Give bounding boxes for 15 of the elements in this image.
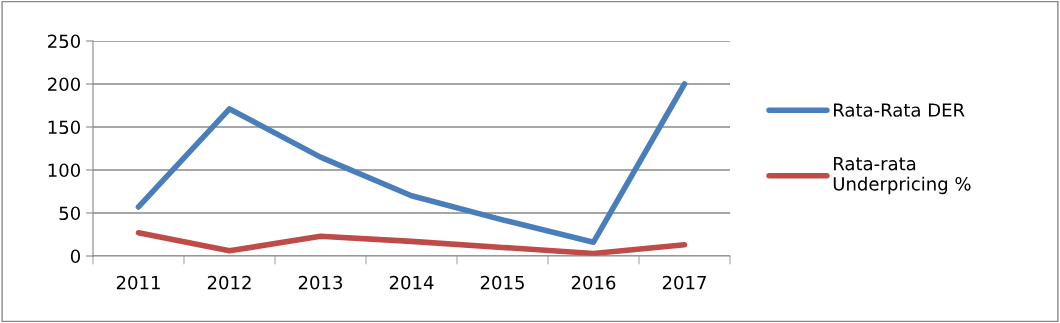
y-tick-label: 50	[59, 206, 80, 221]
y-tick-label: 100	[48, 163, 80, 178]
x-tick-label: 2016	[571, 275, 616, 290]
legend-label: Rata-rata Underpricing %	[833, 157, 971, 195]
y-tick-label: 250	[48, 34, 80, 49]
x-tick-label: 2013	[298, 275, 343, 290]
x-tick-label: 2015	[480, 275, 524, 290]
x-tick-label: 2017	[662, 275, 706, 290]
y-tick-label: 200	[48, 77, 80, 92]
y-tick-label: 150	[48, 120, 80, 135]
legend-label: Rata-Rata DER	[834, 103, 965, 117]
x-tick-label: 2012	[207, 275, 251, 290]
x-tick-label: 2011	[116, 275, 160, 290]
y-tick-label: 0	[70, 249, 80, 264]
x-tick-label: 2014	[389, 275, 434, 290]
